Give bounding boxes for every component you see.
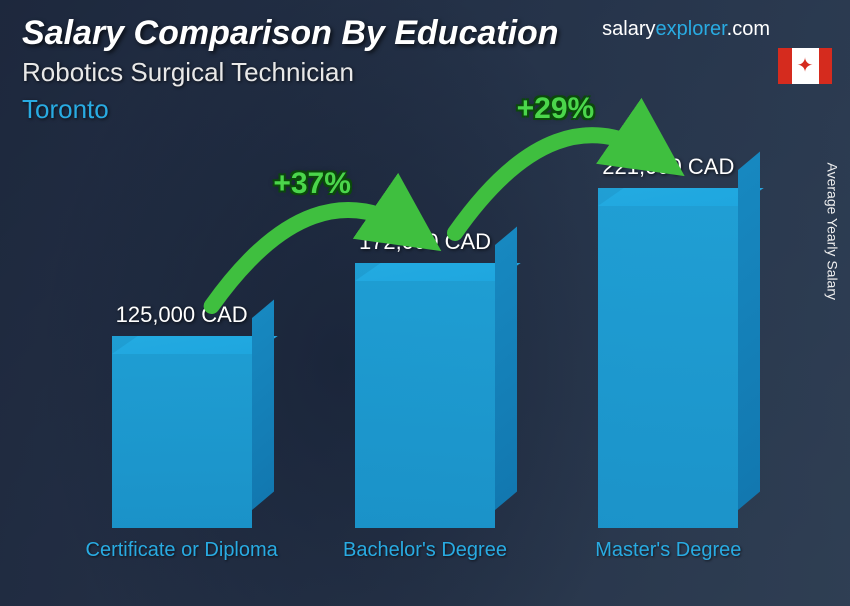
maple-leaf-icon: ✦ (797, 56, 814, 76)
bar-category-label: Certificate or Diploma (86, 538, 278, 586)
brand-part2: explorer (656, 18, 727, 40)
bar-group: 125,000 CAD Certificate or Diploma (82, 302, 282, 586)
brand-part3: .com (727, 18, 770, 40)
bar-value-label: 172,000 CAD (359, 229, 491, 255)
brand-part1: salary (602, 18, 655, 40)
bar-value-label: 221,000 CAD (602, 154, 734, 180)
bar-value-label: 125,000 CAD (116, 302, 248, 328)
country-flag-icon: ✦ (778, 48, 832, 84)
increase-pct-label: +29% (517, 92, 595, 126)
page-subtitle: Robotics Surgical Technician (22, 57, 828, 88)
increase-pct-label: +37% (273, 167, 351, 201)
bar-category-label: Bachelor's Degree (343, 538, 507, 586)
page-location: Toronto (22, 94, 828, 125)
bar (112, 336, 252, 528)
bar (598, 188, 738, 528)
bar-chart: 125,000 CAD Certificate or Diploma 172,000… (60, 146, 790, 586)
bar (355, 263, 495, 528)
brand-logo: salaryexplorer.com (602, 18, 770, 41)
y-axis-label: Average Yearly Salary (824, 163, 840, 301)
bar-group: 221,000 CAD Master's Degree (568, 154, 768, 586)
bar-group: 172,000 CAD Bachelor's Degree (325, 229, 525, 586)
bar-category-label: Master's Degree (595, 538, 741, 586)
